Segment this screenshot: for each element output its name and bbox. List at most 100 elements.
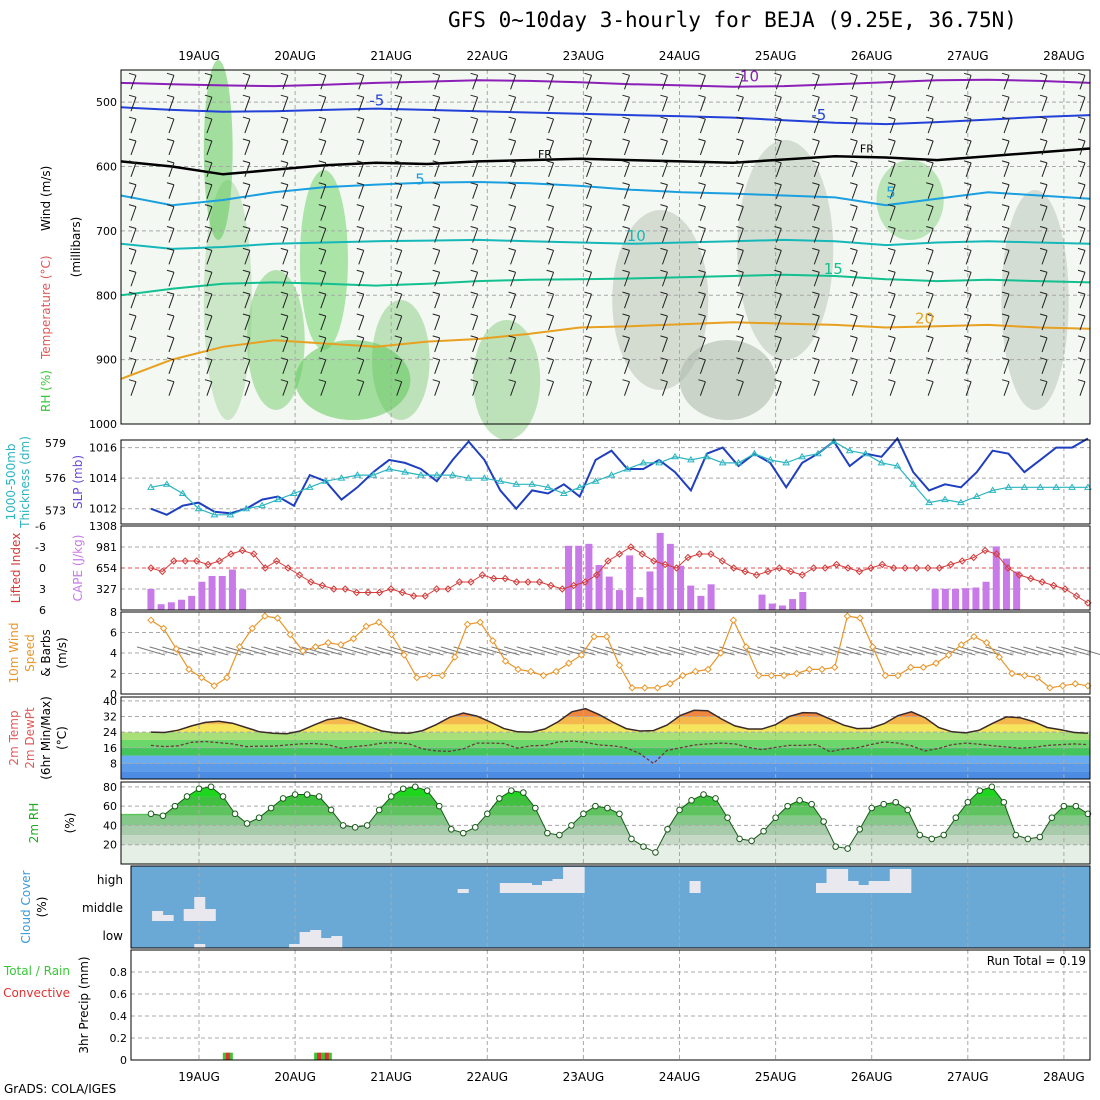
wind-barb <box>394 116 402 120</box>
thickness-point <box>544 483 552 490</box>
wind-barb <box>168 315 175 331</box>
rh-point <box>303 791 311 798</box>
wind-barb <box>1041 228 1048 243</box>
lifted-index-point <box>695 550 704 558</box>
wind-barb <box>965 381 972 396</box>
lifted-index-point <box>444 585 452 593</box>
wind-barb <box>128 138 137 142</box>
wind-barb <box>470 72 478 76</box>
wind-barb <box>128 204 137 208</box>
wind-barb <box>586 140 592 156</box>
wind-barb <box>356 138 364 142</box>
thickness-point <box>258 501 266 509</box>
wind-barb <box>965 162 972 178</box>
lifted-index-tick-label: -3 <box>35 541 46 554</box>
date-label-top: 20AUG <box>274 49 316 63</box>
wind-barb <box>775 228 782 243</box>
wind-barb <box>280 94 288 98</box>
cloud-bar-high <box>889 869 901 893</box>
thickness-point <box>591 477 600 484</box>
wind-barb <box>510 97 517 112</box>
wind-barb <box>1001 379 1010 383</box>
rh-color-band <box>121 835 1090 845</box>
wind-barb <box>472 381 479 396</box>
thickness-ylabel-text: Thickness (dm) <box>18 436 32 529</box>
wind-barb <box>661 184 668 199</box>
wind-barb <box>1003 118 1010 134</box>
wind-barb <box>926 291 934 295</box>
wind-barb <box>434 184 441 199</box>
wind-barb <box>356 379 364 383</box>
wind-barb <box>206 293 213 309</box>
thickness-point <box>750 449 759 457</box>
wind-barb <box>1039 204 1048 208</box>
lifted-index-point <box>1004 564 1012 572</box>
wind-barb <box>774 160 782 164</box>
wind-barb <box>851 75 858 90</box>
wind-barb <box>698 116 706 120</box>
wind-barb <box>166 247 175 251</box>
wind-barb <box>851 206 858 221</box>
wind-barb <box>318 226 326 229</box>
wind-barb <box>168 118 175 134</box>
cloud-ylabel: (%) <box>35 897 49 918</box>
wind-barb <box>168 75 175 90</box>
wind-barb <box>1041 315 1048 331</box>
wind-barb <box>584 116 592 120</box>
wind-barb <box>698 313 706 317</box>
rh-point <box>399 785 407 793</box>
wind-barb <box>736 226 744 229</box>
wind-barb <box>206 75 213 90</box>
wind-barb <box>472 97 479 112</box>
wind-barb <box>926 226 934 229</box>
thickness-point <box>925 498 933 506</box>
wind-barb <box>1041 162 1048 178</box>
wind-barb <box>432 269 440 273</box>
wind-tick-label: 0 <box>110 688 117 701</box>
wind-barb <box>736 182 744 186</box>
wind-speed-point <box>147 616 155 624</box>
wind-ylabel: & Barbs <box>39 629 53 677</box>
wind-barb <box>963 72 972 76</box>
wind-barb <box>622 357 630 361</box>
cloud-bar-low <box>310 930 322 948</box>
wind-barb <box>584 269 592 273</box>
wind-barb <box>356 116 364 120</box>
rh-point <box>556 831 563 839</box>
lifted-index-point <box>524 578 532 586</box>
wind-barb <box>242 94 251 98</box>
wind-barb <box>1003 184 1010 199</box>
precip-side-label-total: Total / Rain <box>3 964 70 978</box>
lifted-index-ylabel: Lifted Index <box>9 533 23 604</box>
cloud-bar-high <box>847 881 859 893</box>
wind-barb <box>661 315 668 331</box>
wind-barb <box>510 75 517 90</box>
date-label-top: 23AUG <box>563 49 605 63</box>
wind-barb <box>851 315 858 331</box>
wind-barb <box>737 228 744 243</box>
cloud-bar-low <box>289 944 301 948</box>
rh-point <box>171 802 179 810</box>
wind-barb <box>889 162 896 178</box>
wind-speed-point <box>1020 671 1029 680</box>
cape-bar <box>585 543 593 610</box>
wind-barb <box>660 116 668 120</box>
wind-barb <box>775 118 782 134</box>
wind-speed-point <box>451 653 459 661</box>
cloud-bar-high <box>510 883 522 893</box>
wind-speed-point <box>603 632 611 641</box>
wind-barb <box>394 204 402 208</box>
wind-barb <box>965 272 972 287</box>
wind-barb <box>737 250 744 265</box>
thickness-point <box>194 504 203 512</box>
lifted-index-point <box>627 543 635 551</box>
cloud-bar-high <box>457 889 469 893</box>
rh-point <box>411 783 419 791</box>
thickness-point <box>988 486 997 493</box>
rh-shading <box>295 340 411 420</box>
rh-point <box>544 829 551 837</box>
lifted-index-point <box>284 564 292 572</box>
wind-barb <box>242 291 251 295</box>
wind-barb <box>128 182 137 186</box>
wind-barb <box>624 97 630 112</box>
